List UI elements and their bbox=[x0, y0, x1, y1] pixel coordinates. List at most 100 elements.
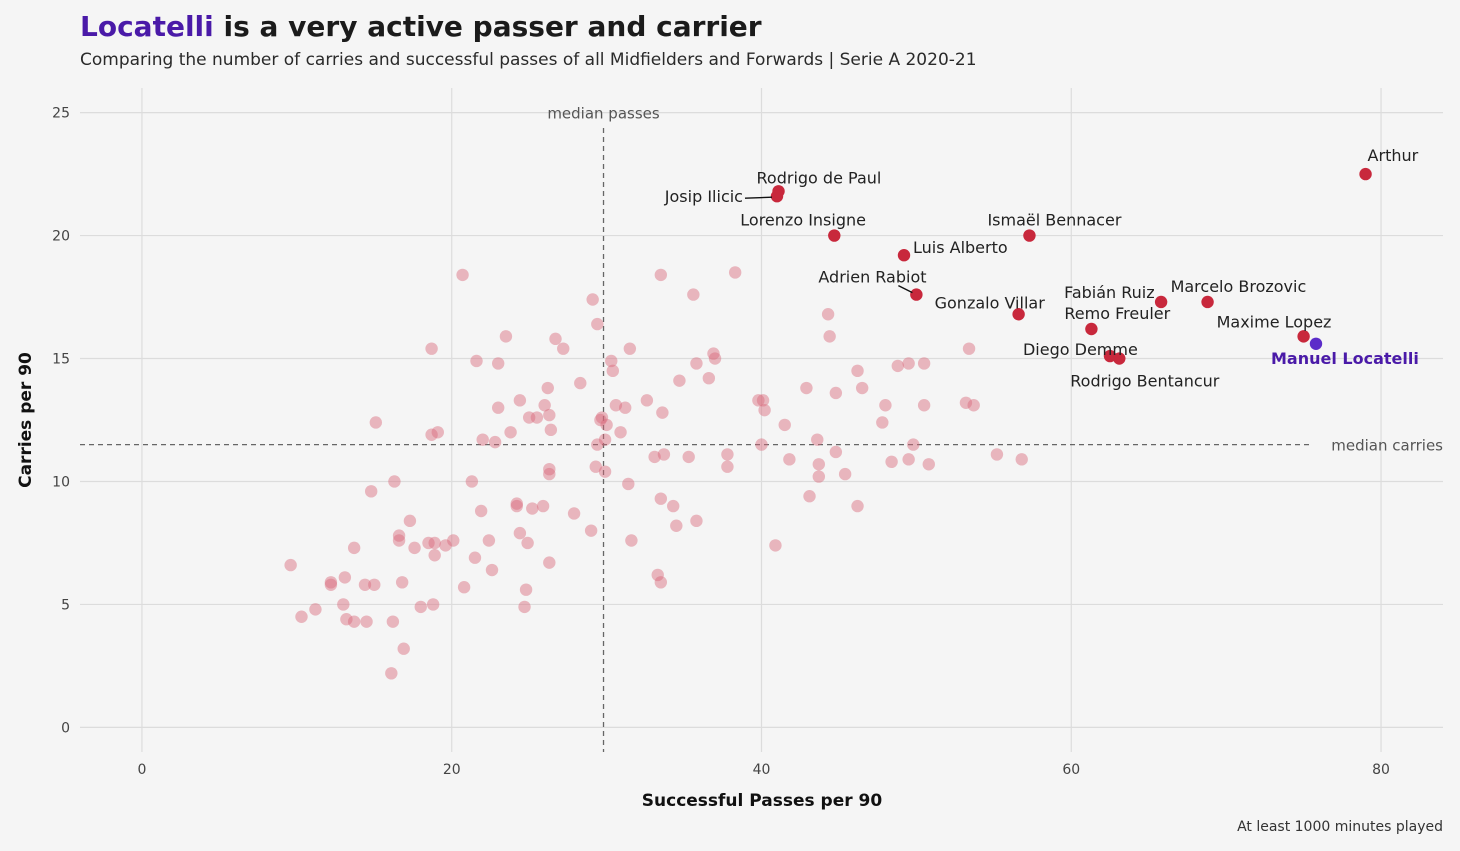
player-label: Adrien Rabiot bbox=[818, 268, 926, 287]
named-player-point bbox=[770, 190, 784, 203]
player-point bbox=[591, 438, 604, 451]
player-point bbox=[707, 347, 720, 360]
player-point bbox=[309, 603, 322, 616]
player-point bbox=[474, 504, 488, 518]
player-point bbox=[543, 462, 556, 476]
player-point bbox=[358, 578, 372, 591]
player-point bbox=[340, 613, 353, 626]
player-label: Josip Ilicic bbox=[664, 187, 743, 206]
player-point bbox=[755, 438, 768, 451]
named-player-point bbox=[910, 288, 923, 301]
player-point bbox=[414, 600, 427, 614]
player-point bbox=[829, 386, 843, 400]
player-point bbox=[758, 403, 771, 417]
player-point bbox=[295, 610, 308, 623]
player-point bbox=[491, 357, 505, 370]
axis-ticks: 0 20 40 60 80 0 5 10 15 20 25 bbox=[52, 106, 1390, 778]
player-point bbox=[614, 426, 627, 439]
player-point bbox=[721, 448, 734, 461]
x-axis-title: Successful Passes per 90 bbox=[642, 791, 883, 811]
player-point bbox=[519, 583, 533, 596]
player-point bbox=[640, 394, 654, 407]
player-point bbox=[623, 342, 637, 355]
point-labels: Arthur Rodrigo de Paul Josip Ilicic Lorenzo… bbox=[664, 146, 1419, 390]
player-point bbox=[598, 433, 612, 446]
player-point bbox=[395, 576, 409, 589]
player-point bbox=[821, 308, 835, 321]
named-player-point bbox=[1297, 330, 1310, 343]
player-point bbox=[338, 571, 352, 584]
player-point bbox=[324, 578, 338, 591]
x-tick-label: 40 bbox=[753, 762, 771, 778]
player-point bbox=[488, 435, 502, 449]
player-point bbox=[922, 458, 935, 471]
median-carries-label: median carries bbox=[1331, 437, 1443, 455]
player-point bbox=[855, 381, 869, 395]
player-point bbox=[425, 428, 438, 441]
player-point bbox=[673, 374, 686, 387]
player-point bbox=[513, 526, 527, 540]
player-point bbox=[651, 568, 664, 582]
player-point bbox=[917, 357, 931, 370]
y-axis-title: Carries per 90 bbox=[16, 352, 36, 488]
player-point bbox=[428, 549, 441, 562]
player-point bbox=[347, 541, 361, 555]
player-point bbox=[609, 399, 623, 412]
player-point bbox=[465, 475, 479, 488]
player-point bbox=[543, 556, 556, 569]
player-point bbox=[504, 426, 517, 439]
player-point bbox=[769, 539, 782, 552]
named-player-point bbox=[897, 249, 911, 262]
player-point bbox=[800, 381, 813, 395]
player-point bbox=[812, 470, 826, 483]
player-point bbox=[811, 433, 824, 446]
player-point bbox=[468, 551, 482, 564]
title-rest: is a very active passer and carrier bbox=[213, 10, 762, 43]
player-point bbox=[902, 357, 915, 370]
player-point bbox=[851, 499, 864, 513]
x-tick-label: 80 bbox=[1372, 762, 1390, 778]
player-point bbox=[476, 433, 489, 446]
player-point bbox=[347, 615, 361, 628]
player-point bbox=[962, 342, 976, 355]
player-point bbox=[518, 600, 531, 614]
player-point bbox=[656, 406, 669, 419]
named-player-point bbox=[828, 229, 841, 242]
player-point bbox=[408, 541, 421, 555]
player-point bbox=[879, 399, 892, 412]
player-point bbox=[425, 342, 438, 355]
player-label: Marcelo Brozovic bbox=[1171, 277, 1307, 296]
player-point bbox=[457, 581, 471, 594]
player-point bbox=[829, 445, 843, 459]
player-point bbox=[538, 399, 551, 412]
player-point bbox=[619, 401, 632, 414]
player-point bbox=[485, 563, 499, 577]
named-player-point bbox=[1201, 295, 1214, 309]
player-point bbox=[422, 536, 435, 550]
player-point bbox=[526, 502, 539, 515]
player-label: Rodrigo Bentancur bbox=[1070, 372, 1220, 391]
player-point bbox=[594, 413, 607, 427]
player-point bbox=[1015, 453, 1028, 466]
x-tick-label: 60 bbox=[1062, 762, 1080, 778]
player-point bbox=[606, 364, 620, 378]
highlighted-player-point bbox=[1309, 337, 1323, 350]
player-point bbox=[586, 293, 599, 306]
player-point bbox=[284, 558, 297, 572]
named-player-point bbox=[1012, 308, 1025, 321]
player-point bbox=[426, 598, 440, 611]
label-leader-line bbox=[898, 284, 913, 294]
y-tick-label: 0 bbox=[61, 720, 70, 736]
player-point bbox=[589, 460, 602, 473]
player-point bbox=[682, 450, 695, 464]
player-point bbox=[549, 332, 562, 346]
median-lines: median passes median carries bbox=[80, 105, 1443, 752]
player-point bbox=[917, 399, 931, 412]
player-point bbox=[385, 667, 398, 680]
player-point bbox=[499, 330, 513, 343]
player-point bbox=[783, 453, 796, 466]
player-point bbox=[360, 615, 373, 628]
player-point bbox=[544, 423, 558, 437]
player-point bbox=[687, 288, 700, 301]
